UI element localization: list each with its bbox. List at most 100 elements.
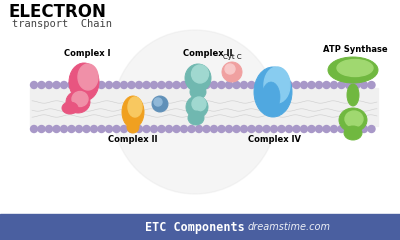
Circle shape: [150, 82, 158, 89]
Ellipse shape: [62, 102, 78, 114]
Circle shape: [30, 126, 38, 132]
Ellipse shape: [344, 126, 362, 140]
Circle shape: [158, 82, 165, 89]
Circle shape: [218, 126, 225, 132]
Circle shape: [188, 126, 195, 132]
Ellipse shape: [122, 96, 144, 128]
Circle shape: [233, 82, 240, 89]
Circle shape: [152, 96, 168, 112]
Circle shape: [368, 82, 375, 89]
Circle shape: [113, 82, 120, 89]
Text: Complex I: Complex I: [64, 49, 110, 59]
Circle shape: [166, 82, 172, 89]
Circle shape: [60, 82, 68, 89]
Text: ATP Synthase: ATP Synthase: [323, 46, 387, 54]
Circle shape: [143, 82, 150, 89]
Circle shape: [240, 82, 248, 89]
Circle shape: [128, 82, 135, 89]
Text: transport  Chain: transport Chain: [12, 19, 112, 29]
Ellipse shape: [185, 64, 211, 92]
Ellipse shape: [66, 91, 90, 113]
Circle shape: [225, 64, 235, 74]
Circle shape: [180, 126, 188, 132]
Ellipse shape: [69, 63, 99, 101]
Circle shape: [226, 126, 232, 132]
Circle shape: [120, 82, 128, 89]
Circle shape: [98, 126, 105, 132]
Circle shape: [30, 82, 38, 89]
Ellipse shape: [328, 57, 378, 83]
Circle shape: [196, 82, 202, 89]
Circle shape: [136, 82, 142, 89]
Text: Complex IV: Complex IV: [248, 136, 302, 144]
Circle shape: [46, 126, 52, 132]
Circle shape: [256, 82, 262, 89]
Ellipse shape: [190, 85, 206, 99]
Circle shape: [180, 82, 188, 89]
Circle shape: [173, 126, 180, 132]
Circle shape: [360, 126, 368, 132]
Circle shape: [83, 82, 90, 89]
Circle shape: [240, 126, 248, 132]
Text: dreamstime.com: dreamstime.com: [248, 222, 331, 232]
Circle shape: [60, 126, 68, 132]
Ellipse shape: [254, 67, 292, 117]
Circle shape: [210, 82, 218, 89]
Ellipse shape: [262, 82, 280, 112]
Ellipse shape: [186, 96, 208, 118]
Circle shape: [226, 82, 232, 89]
Circle shape: [38, 82, 45, 89]
Circle shape: [353, 126, 360, 132]
Circle shape: [90, 126, 98, 132]
Circle shape: [120, 126, 128, 132]
Circle shape: [210, 126, 218, 132]
Ellipse shape: [347, 84, 359, 106]
Circle shape: [308, 126, 315, 132]
Circle shape: [360, 82, 368, 89]
Circle shape: [218, 82, 225, 89]
Circle shape: [98, 82, 105, 89]
Circle shape: [158, 126, 165, 132]
Circle shape: [222, 62, 242, 82]
Circle shape: [338, 126, 345, 132]
Circle shape: [68, 126, 75, 132]
Circle shape: [353, 82, 360, 89]
Circle shape: [270, 82, 278, 89]
Circle shape: [128, 126, 135, 132]
Circle shape: [188, 82, 195, 89]
Circle shape: [263, 126, 270, 132]
Circle shape: [150, 126, 158, 132]
Circle shape: [136, 126, 142, 132]
Circle shape: [53, 82, 60, 89]
Circle shape: [293, 126, 300, 132]
Circle shape: [278, 126, 285, 132]
Ellipse shape: [78, 64, 98, 90]
Circle shape: [346, 126, 352, 132]
Circle shape: [38, 126, 45, 132]
Circle shape: [113, 126, 120, 132]
Circle shape: [330, 82, 338, 89]
Bar: [0, 214, 400, 240]
Circle shape: [76, 126, 82, 132]
Circle shape: [278, 82, 285, 89]
Circle shape: [323, 82, 330, 89]
Circle shape: [286, 82, 292, 89]
Circle shape: [330, 126, 338, 132]
Circle shape: [203, 82, 210, 89]
Ellipse shape: [72, 91, 88, 107]
Circle shape: [316, 126, 322, 132]
Circle shape: [338, 82, 345, 89]
Bar: [30, 88, 378, 126]
Circle shape: [143, 126, 150, 132]
Ellipse shape: [339, 108, 367, 132]
Circle shape: [263, 82, 270, 89]
Ellipse shape: [264, 67, 290, 103]
Text: Cyt C: Cyt C: [223, 54, 241, 60]
Circle shape: [154, 98, 162, 106]
Circle shape: [196, 126, 202, 132]
Circle shape: [308, 82, 315, 89]
Circle shape: [300, 126, 308, 132]
Ellipse shape: [345, 111, 363, 127]
Ellipse shape: [128, 97, 142, 117]
Circle shape: [53, 126, 60, 132]
